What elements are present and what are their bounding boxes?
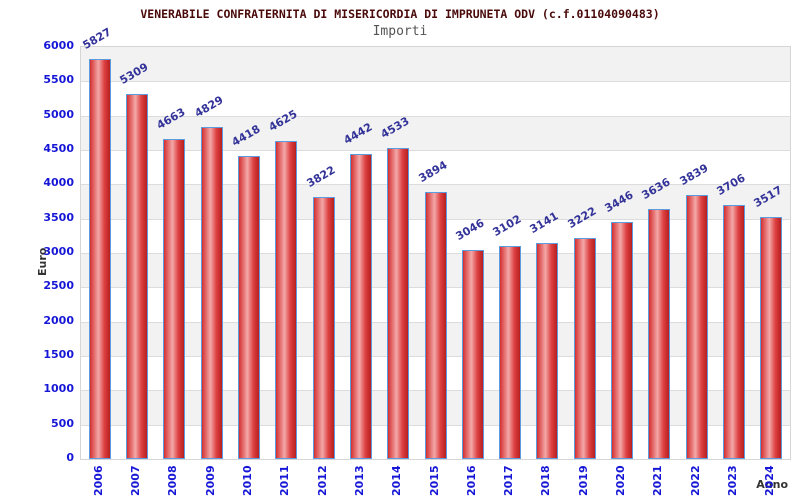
x-axis-tick-label: 2011	[278, 465, 291, 496]
y-axis-tick-label: 3000	[43, 245, 74, 258]
bar-2008	[163, 139, 185, 459]
x-axis-tick-label: 2015	[428, 465, 441, 496]
x-axis-tick-label: 2024	[763, 465, 776, 496]
bar-2011	[275, 141, 297, 459]
plot-band	[81, 150, 790, 185]
y-axis-tick-label: 6000	[43, 39, 74, 52]
y-axis-tick-label: 3500	[43, 210, 74, 224]
plot-area	[80, 46, 791, 460]
plot-band	[81, 47, 790, 82]
gridline	[81, 150, 790, 151]
y-axis-tick-label: 5000	[43, 107, 74, 121]
y-axis-tick-label: 500	[51, 416, 74, 430]
x-axis-tick-label: 2018	[539, 465, 552, 496]
x-axis-tick-label: 2013	[353, 465, 366, 496]
x-axis-tick-label: 2017	[502, 465, 515, 496]
plot-band	[81, 81, 790, 116]
x-axis-tick-label: 2009	[204, 465, 217, 496]
x-axis-tick-label: 2019	[577, 465, 590, 496]
bar-2007	[126, 94, 148, 459]
chart-subtitle: Importi	[372, 24, 428, 39]
bar-2024	[760, 217, 782, 459]
bar-2010	[238, 156, 260, 459]
bar-2013	[350, 154, 372, 459]
y-axis-tick-label: 5500	[43, 73, 74, 87]
y-axis-tick-label: 4000	[43, 176, 74, 190]
y-axis-tick-label: 1500	[43, 348, 74, 361]
x-axis-title: Anno	[756, 478, 788, 491]
x-axis-tick-label: 2008	[166, 465, 179, 496]
bar-2012	[313, 197, 335, 459]
gridline	[81, 115, 790, 117]
bar-2015	[425, 192, 447, 459]
x-axis-tick-label: 2012	[316, 465, 329, 496]
bar-2019	[574, 238, 596, 459]
x-axis-tick-label: 2016	[465, 465, 478, 496]
plot-band	[81, 115, 790, 150]
y-axis-tick-label: 1000	[43, 382, 74, 396]
y-axis-tick-label: 2500	[43, 279, 74, 293]
gridline	[81, 81, 790, 83]
x-axis-tick-label: 2006	[92, 465, 105, 496]
bar-2021	[648, 209, 670, 459]
x-axis-tick-label: 2020	[614, 465, 627, 496]
chart-title: VENERABILE CONFRATERNITA DI MISERICORDIA…	[140, 7, 660, 21]
bar-2014	[387, 148, 409, 459]
x-axis-tick-label: 2010	[241, 465, 254, 496]
x-axis-tick-label: 2021	[651, 465, 664, 496]
y-axis-tick-label: 4500	[43, 142, 74, 155]
bar-2009	[201, 127, 223, 459]
x-axis-tick-label: 2023	[726, 465, 739, 496]
bar-2022	[686, 195, 708, 459]
y-axis-tick-label: 2000	[43, 313, 74, 327]
bar-2016	[462, 250, 484, 459]
x-axis-tick-label: 2014	[390, 465, 403, 496]
y-axis-tick-label: 0	[66, 451, 74, 464]
bar-2018	[536, 243, 558, 459]
bar-2006	[89, 59, 111, 459]
x-axis-tick-label: 2022	[689, 465, 702, 496]
bar-2020	[611, 222, 633, 459]
bar-2017	[499, 246, 521, 459]
x-axis-tick-label: 2007	[129, 465, 142, 496]
bar-2023	[723, 205, 745, 459]
gridline	[81, 184, 790, 186]
